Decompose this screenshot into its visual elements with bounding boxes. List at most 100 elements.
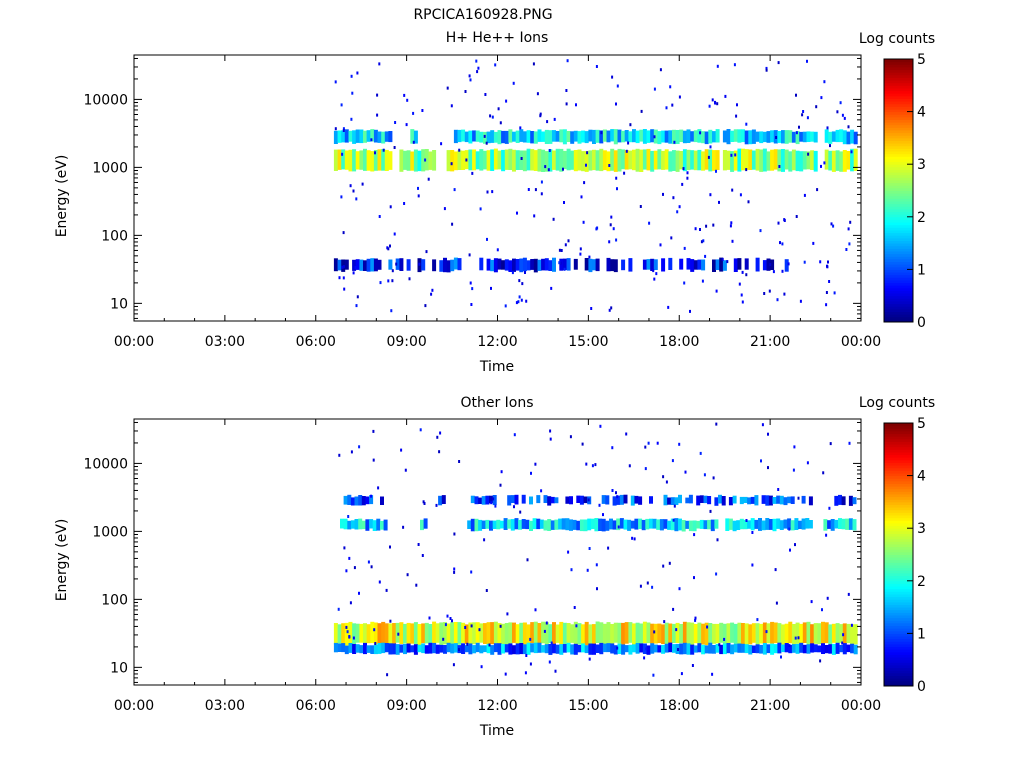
colorbar-swatch xyxy=(884,549,913,553)
spectrogram-count-cell xyxy=(586,568,589,572)
colorbar-swatch xyxy=(884,536,913,540)
colorbar-swatch xyxy=(884,491,913,495)
spectrogram-count-cell xyxy=(566,59,569,63)
spectrogram-band-cell xyxy=(543,495,548,503)
spectrogram-count-cell xyxy=(483,134,486,138)
spectrogram-band-cell xyxy=(526,130,531,143)
spectrogram-band-cell xyxy=(828,624,833,645)
spectrogram-band-cell xyxy=(708,642,713,654)
spectrogram-band-cell xyxy=(424,622,429,644)
colorbar-swatch xyxy=(884,488,913,492)
spectrogram-count-cell xyxy=(845,248,848,251)
spectrogram-band-cell xyxy=(399,258,404,271)
spectrogram-count-cell xyxy=(540,180,543,184)
spectrogram-band-cell xyxy=(552,643,556,654)
spectrogram-count-cell xyxy=(446,614,449,618)
colorbar-swatch xyxy=(884,287,913,291)
colorbar-swatch xyxy=(884,538,913,542)
spectrogram-band-cell xyxy=(388,151,393,170)
spectrogram-count-cell xyxy=(823,161,826,165)
spectrogram-count-cell xyxy=(745,273,748,277)
spectrogram-count-cell xyxy=(540,192,543,196)
spectrogram-band-cell xyxy=(446,150,451,172)
spectrogram-band-cell xyxy=(584,258,589,271)
spectrogram-band-cell xyxy=(348,621,353,645)
spectrogram-count-cell xyxy=(653,135,656,139)
spectrogram-band-cell xyxy=(592,259,596,271)
spectrogram-band-cell xyxy=(403,150,407,170)
colorbar-swatch xyxy=(884,266,913,270)
spectrogram-count-cell xyxy=(652,269,655,273)
spectrogram-band-cell xyxy=(588,624,593,646)
spectrogram-band-cell xyxy=(438,495,443,506)
colorbar-swatch xyxy=(884,243,913,247)
spectrogram-count-cell xyxy=(464,90,467,93)
spectrogram-count-cell xyxy=(513,433,516,437)
spectrogram-count-cell xyxy=(686,176,689,180)
colorbar-swatch xyxy=(884,311,913,315)
spectrogram-band-cell xyxy=(377,623,382,645)
spectrogram-band-cell xyxy=(791,131,796,143)
spectrogram-band-cell xyxy=(726,129,731,145)
spectrogram-band-cell xyxy=(464,131,469,143)
spectrogram-band-cell xyxy=(355,129,360,143)
spectrogram-band-cell xyxy=(526,642,531,655)
spectrogram-count-cell xyxy=(704,254,707,258)
spectrogram-count-cell xyxy=(539,112,542,116)
spectrogram-band-cell xyxy=(808,496,813,506)
spectrogram-count-cell xyxy=(669,85,672,89)
colorbar-tick-label: 3 xyxy=(917,521,926,537)
colorbar-swatch xyxy=(884,628,913,632)
colorbar-frame xyxy=(883,422,914,687)
panel-title: H+ He++ Ions xyxy=(446,30,549,46)
spectrogram-band-cell xyxy=(722,130,727,143)
spectrogram-band-cell xyxy=(650,258,655,271)
spectrogram-band-cell xyxy=(365,519,370,531)
spectrogram-band-cell xyxy=(659,519,664,531)
spectrogram-count-cell xyxy=(848,441,851,445)
spectrogram-band-cell xyxy=(550,496,555,504)
spectrogram-count-cell xyxy=(712,223,715,227)
spectrogram-count-cell xyxy=(659,68,662,72)
colorbar-swatch xyxy=(884,638,913,642)
spectrogram-count-cell xyxy=(645,647,648,651)
spectrogram-band-cell xyxy=(692,520,697,532)
spectrogram-band-cell xyxy=(530,622,535,643)
spectrogram-count-cell xyxy=(372,458,375,462)
spectrogram-band-cell xyxy=(486,643,491,654)
colorbar-swatch xyxy=(884,93,913,97)
spectrogram-band-cell xyxy=(467,520,472,529)
spectrogram-band-cell xyxy=(675,130,680,144)
colorbar-swatch xyxy=(884,551,913,555)
spectrogram-band-cell xyxy=(751,150,756,170)
spectrogram-band-cell xyxy=(344,129,349,143)
spectrogram-count-cell xyxy=(346,630,349,634)
spectrogram-band-cell xyxy=(612,520,617,530)
spectrogram-band-cell xyxy=(490,130,495,143)
spectrogram-band-cell xyxy=(530,643,535,653)
colorbar-swatch xyxy=(884,174,913,178)
spectrogram-count-cell xyxy=(496,248,499,252)
spectrogram-band-cell xyxy=(802,131,807,143)
spectrogram-count-cell xyxy=(830,222,833,226)
x-tick-label: 00:00 xyxy=(841,698,881,714)
spectrogram-count-cell xyxy=(822,471,825,475)
spectrogram-count-cell xyxy=(376,93,379,97)
spectrogram-band-cell xyxy=(828,131,833,144)
spectrogram-band-cell xyxy=(475,151,480,170)
colorbar-swatch xyxy=(884,472,913,477)
spectrogram-count-cell xyxy=(715,422,718,426)
spectrogram-band-cell xyxy=(370,621,375,644)
spectrogram-count-cell xyxy=(552,217,555,221)
spectrogram-count-cell xyxy=(513,505,515,509)
spectrogram-count-cell xyxy=(700,240,703,244)
spectrogram-count-cell xyxy=(711,672,714,676)
colorbar-label: Log counts xyxy=(859,395,935,411)
x-tick-label: 21:00 xyxy=(750,334,790,350)
spectrogram-count-cell xyxy=(611,75,614,79)
spectrogram-count-cell xyxy=(565,102,568,106)
spectrogram-band-cell xyxy=(806,131,811,142)
spectrogram-band-cell xyxy=(661,644,666,654)
spectrogram-band-cell xyxy=(656,519,661,530)
spectrogram-band-cell xyxy=(595,621,600,643)
